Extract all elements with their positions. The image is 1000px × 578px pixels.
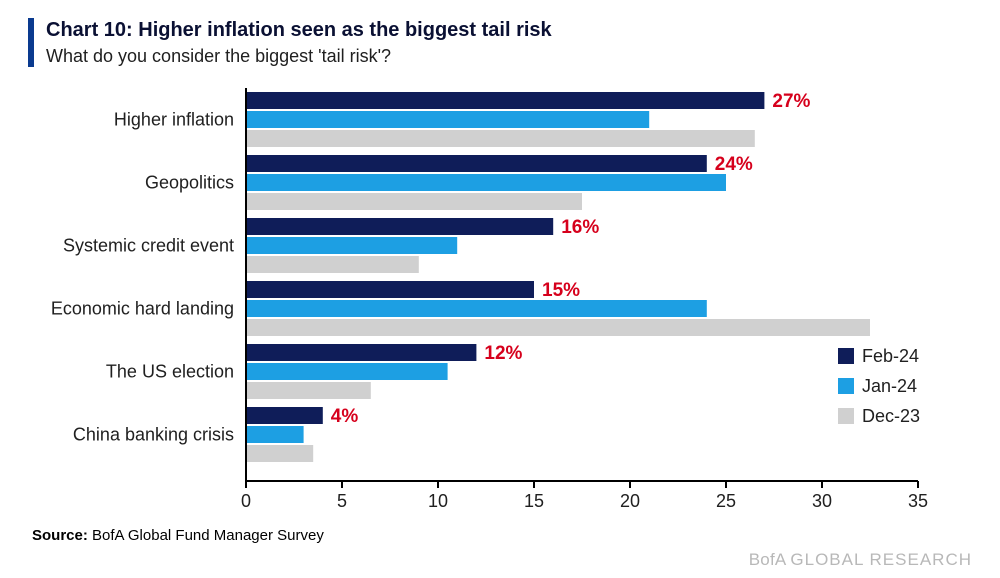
category-label: Systemic credit event — [63, 236, 234, 256]
bar-jan24 — [246, 426, 304, 443]
chart-svg: Higher inflation 27% Geopolitics 24% Systemi… — [38, 80, 968, 510]
value-label: 12% — [484, 343, 522, 364]
bar-feb24 — [246, 92, 764, 109]
title-block: Chart 10: Higher inflation seen as the b… — [28, 18, 972, 67]
chart-title: Chart 10: Higher inflation seen as the b… — [46, 18, 972, 42]
chart-plot: Higher inflation 27% Geopolitics 24% Systemi… — [38, 80, 968, 510]
x-tick-label: 0 — [241, 491, 251, 510]
category-label: Geopolitics — [145, 173, 234, 193]
legend-swatch — [838, 348, 854, 364]
brand-prefix: BofA — [749, 550, 791, 569]
legend-label: Jan-24 — [862, 376, 917, 396]
value-label: 4% — [331, 406, 359, 427]
brand-suffix: GLOBAL RESEARCH — [790, 550, 972, 569]
bar-feb24 — [246, 407, 323, 424]
legend-swatch — [838, 408, 854, 424]
bar-dec23 — [246, 445, 313, 462]
bar-feb24 — [246, 344, 476, 361]
brand-line: BofA GLOBAL RESEARCH — [749, 550, 972, 570]
x-tick-label: 35 — [908, 491, 928, 510]
x-tick-label: 30 — [812, 491, 832, 510]
legend-label: Feb-24 — [862, 346, 919, 366]
bar-feb24 — [246, 281, 534, 298]
x-tick-label: 10 — [428, 491, 448, 510]
source-text: BofA Global Fund Manager Survey — [92, 527, 324, 544]
bar-jan24 — [246, 174, 726, 191]
category-label: Higher inflation — [114, 110, 234, 130]
bar-jan24 — [246, 300, 707, 317]
legend-label: Dec-23 — [862, 406, 920, 426]
bar-jan24 — [246, 237, 457, 254]
bar-jan24 — [246, 111, 649, 128]
bar-dec23 — [246, 382, 371, 399]
category-label: China banking crisis — [73, 425, 234, 445]
x-tick-label: 25 — [716, 491, 736, 510]
category-label: The US election — [106, 362, 234, 382]
bar-dec23 — [246, 193, 582, 210]
x-tick-label: 5 — [337, 491, 347, 510]
category-label: Economic hard landing — [51, 299, 234, 319]
bar-feb24 — [246, 218, 553, 235]
source-label: Source: — [32, 527, 88, 544]
legend-swatch — [838, 378, 854, 394]
value-label: 15% — [542, 280, 580, 301]
chart-subtitle: What do you consider the biggest 'tail r… — [46, 46, 972, 67]
x-tick-label: 15 — [524, 491, 544, 510]
bar-dec23 — [246, 256, 419, 273]
chart-container: Chart 10: Higher inflation seen as the b… — [0, 0, 1000, 578]
x-tick-label: 20 — [620, 491, 640, 510]
value-label: 24% — [715, 154, 753, 175]
bar-dec23 — [246, 130, 755, 147]
bar-jan24 — [246, 363, 448, 380]
value-label: 27% — [772, 91, 810, 112]
value-label: 16% — [561, 217, 599, 238]
bar-feb24 — [246, 155, 707, 172]
source-line: Source: BofA Global Fund Manager Survey — [32, 527, 324, 544]
bar-dec23 — [246, 319, 870, 336]
